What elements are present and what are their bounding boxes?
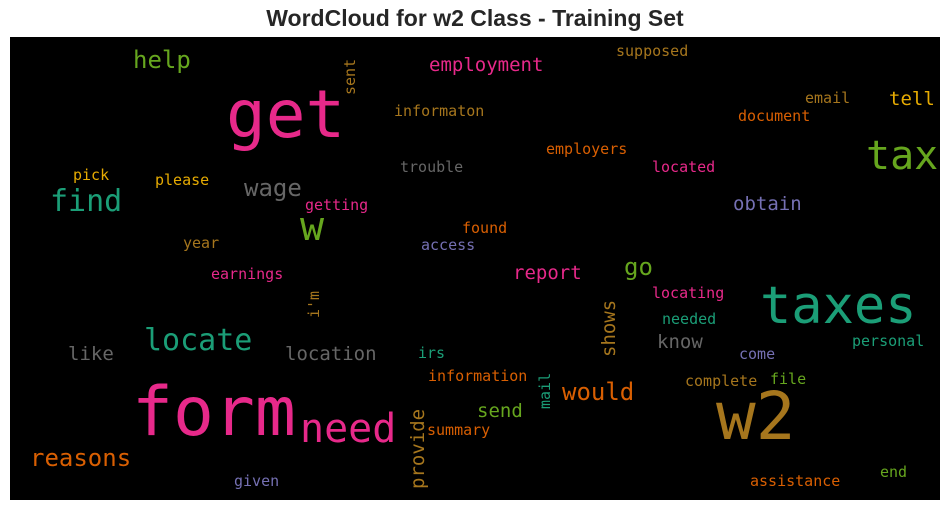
- word-please: please: [155, 171, 210, 189]
- word-go: go: [624, 253, 653, 281]
- word-employers: employers: [546, 140, 628, 158]
- word-email: email: [805, 89, 851, 107]
- word-obtain: obtain: [733, 193, 802, 215]
- word-report: report: [513, 262, 582, 284]
- word-earnings: earnings: [211, 265, 284, 283]
- word-year: year: [183, 234, 220, 252]
- word-trouble: trouble: [400, 158, 464, 176]
- word-tax: tax: [866, 133, 939, 179]
- word-irs: irs: [418, 344, 446, 362]
- word-document: document: [738, 107, 811, 125]
- word-pick: pick: [73, 166, 110, 184]
- word-found: found: [462, 219, 508, 237]
- word-mail: mail: [536, 372, 554, 409]
- word-provide: provide: [407, 408, 429, 489]
- word-like: like: [68, 343, 114, 365]
- word-find: find: [50, 184, 123, 219]
- word-get: get: [226, 76, 346, 153]
- word-supposed: supposed: [616, 42, 689, 60]
- word-shows: shows: [598, 299, 620, 357]
- word-assistance: assistance: [750, 472, 841, 490]
- word-informaton: informaton: [394, 102, 485, 120]
- word-would: would: [562, 378, 635, 406]
- word-given: given: [234, 472, 280, 490]
- word-end: end: [880, 463, 908, 481]
- word-summary: summary: [427, 421, 491, 439]
- word-wage: wage: [244, 174, 302, 202]
- word-locating: locating: [652, 284, 725, 302]
- word-need: need: [300, 406, 397, 452]
- word-w2: w2: [716, 378, 796, 455]
- word-locate: locate: [144, 323, 253, 358]
- word-personal: personal: [852, 332, 925, 350]
- word-information: information: [428, 367, 528, 385]
- word-help: help: [133, 46, 191, 74]
- word-w: w: [300, 204, 325, 250]
- word-form: form: [132, 373, 296, 452]
- word-know: know: [657, 331, 703, 353]
- word-getting: getting: [305, 196, 369, 214]
- word-come: come: [739, 345, 776, 363]
- word-taxes: taxes: [760, 276, 917, 336]
- word-sent: sent: [341, 58, 359, 95]
- word-send: send: [477, 400, 523, 422]
- word-needed: needed: [662, 310, 717, 328]
- word-employment: employment: [429, 54, 544, 76]
- word-location: location: [285, 343, 377, 365]
- word-im: i'm: [305, 290, 323, 318]
- word-tell: tell: [889, 88, 935, 110]
- word-access: access: [421, 236, 476, 254]
- word-reasons: reasons: [30, 444, 132, 472]
- word-file: file: [770, 370, 807, 388]
- chart-title: WordCloud for w2 Class - Training Set: [266, 5, 684, 31]
- word-located: located: [652, 158, 716, 176]
- word-complete: complete: [685, 372, 758, 390]
- wordcloud-canvas: form get w2 taxes tax need w locate find reasons w…: [10, 37, 940, 500]
